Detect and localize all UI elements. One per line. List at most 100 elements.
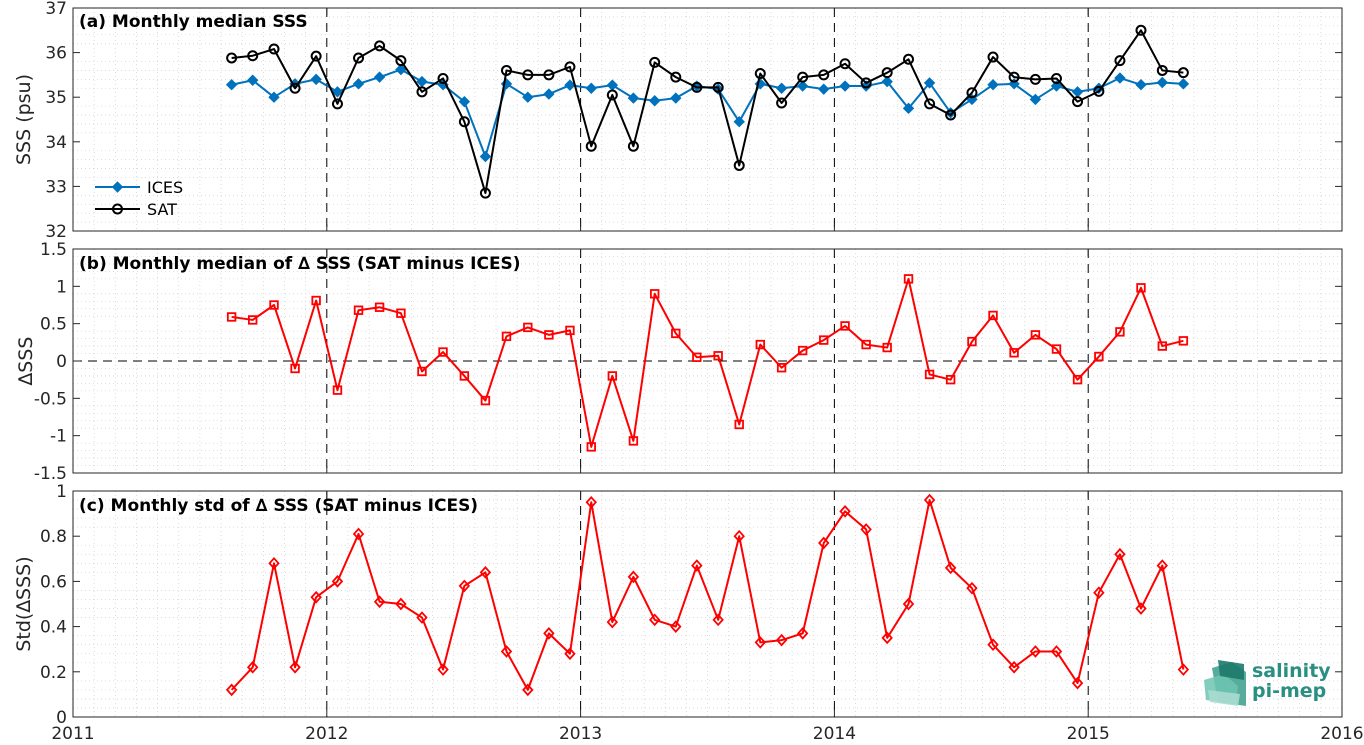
data-point (352, 527, 365, 541)
data-point (438, 347, 448, 357)
data-point (246, 74, 259, 86)
series-sat (226, 24, 1189, 199)
data-point (417, 366, 427, 377)
y-tick-label: -1 (50, 427, 67, 447)
y-tick-label: 0.5 (40, 315, 67, 335)
y-tick-label: 33 (45, 177, 67, 197)
data-point (924, 369, 935, 380)
data-point (734, 419, 744, 430)
data-point (650, 289, 660, 299)
data-point (500, 78, 513, 90)
x-tick-label: 2013 (559, 724, 602, 744)
data-point (1094, 351, 1104, 362)
data-point (1135, 24, 1147, 36)
data-point (691, 81, 703, 93)
data-point (1156, 76, 1169, 89)
data-point (310, 590, 322, 604)
data-point (1114, 55, 1126, 67)
data-point (1177, 67, 1189, 79)
data-point (437, 663, 449, 676)
legend: ICES SAT (95, 178, 183, 219)
data-point (564, 61, 576, 73)
data-point (311, 295, 321, 306)
data-point (607, 371, 618, 381)
y-tick-label: 0.4 (40, 618, 67, 638)
data-point (416, 611, 428, 624)
data-point (1136, 283, 1146, 293)
data-point (987, 638, 999, 652)
x-tick-label: 2014 (813, 724, 856, 744)
x-tick-label: 2015 (1067, 724, 1110, 744)
wave-logo-icon (1204, 660, 1246, 706)
y-tick-label: 0.8 (40, 527, 67, 547)
data-point (903, 53, 915, 65)
data-point (500, 64, 512, 76)
y-tick-label: 32 (45, 222, 67, 242)
data-point (479, 150, 492, 163)
data-point (501, 331, 512, 342)
data-point (692, 352, 702, 362)
data-point (1156, 559, 1169, 572)
data-point (585, 82, 597, 94)
data-point (754, 636, 767, 649)
data-point (565, 325, 575, 336)
data-point (290, 363, 300, 374)
data-point (416, 86, 428, 98)
data-point (649, 95, 661, 107)
data-point (437, 72, 449, 84)
data-point (268, 556, 280, 570)
data-point (564, 79, 576, 91)
data-point (1157, 341, 1168, 351)
data-point (819, 335, 829, 345)
data-point (818, 83, 830, 95)
data-point (458, 579, 471, 593)
data-point (903, 274, 914, 284)
data-point (881, 631, 893, 645)
data-point (544, 330, 554, 340)
data-point (395, 55, 407, 67)
data-point (796, 627, 809, 640)
data-point (1029, 93, 1042, 106)
data-point (1178, 336, 1189, 346)
data-point (627, 140, 639, 152)
data-point (395, 597, 407, 611)
data-point (353, 305, 364, 315)
data-point (585, 495, 597, 509)
data-point (1050, 80, 1063, 92)
data-point (839, 504, 851, 518)
y-tick-label: 0.2 (40, 663, 67, 683)
data-point (923, 493, 936, 507)
data-point (522, 683, 534, 697)
data-point (670, 71, 682, 83)
data-point (1177, 78, 1190, 90)
series-line (231, 277, 1184, 448)
data-point (670, 620, 682, 633)
data-point (966, 581, 978, 595)
data-point (522, 91, 534, 103)
data-point (775, 82, 788, 94)
y-tick-label: -1.5 (34, 464, 67, 484)
data-point (691, 559, 703, 572)
series-line (230, 499, 1185, 691)
y-tick-label: -0.5 (34, 389, 67, 409)
y-tick-label: 1 (56, 277, 67, 297)
data-point (987, 51, 999, 63)
data-point (353, 52, 365, 64)
data-point (226, 312, 237, 322)
data-point (585, 140, 597, 152)
data-point (882, 342, 892, 353)
data-point (861, 339, 871, 350)
data-point (226, 52, 238, 64)
data-point (1072, 374, 1083, 385)
legend-label: SAT (147, 200, 177, 219)
x-tick-label: 2016 (1320, 724, 1363, 744)
data-point (733, 159, 745, 171)
data-point (268, 91, 280, 103)
data-point (1115, 327, 1125, 337)
data-point (395, 63, 407, 76)
axes-box (72, 490, 1343, 718)
data-point (247, 50, 259, 62)
panel-title: (c) Monthly std of ∆ SSS (SAT minus ICES… (79, 496, 478, 516)
data-point (776, 97, 788, 109)
data-point (818, 536, 830, 550)
